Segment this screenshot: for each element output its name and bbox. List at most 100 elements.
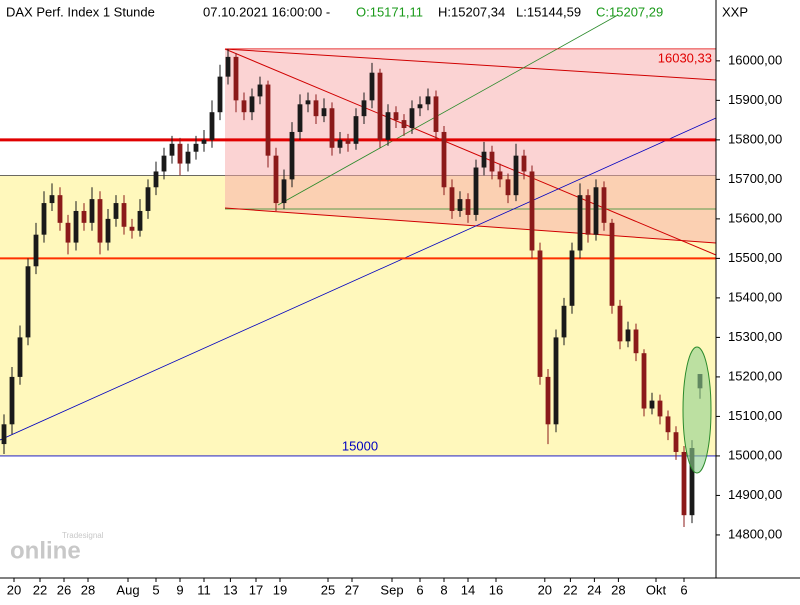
candle-body [537, 250, 543, 377]
candle-body [121, 203, 127, 227]
candle-body [177, 143, 183, 164]
y-tick-label: 16000,00 [728, 52, 782, 67]
candle-body [105, 218, 111, 243]
candle-body [249, 96, 255, 113]
x-tick-label: 16 [489, 582, 503, 597]
y-tick-label: 15800,00 [728, 131, 782, 146]
x-tick-label: 6 [416, 582, 423, 597]
candle-body [553, 337, 559, 425]
candle-body [625, 329, 631, 342]
candle-body [329, 108, 335, 148]
candle-body [545, 376, 551, 425]
candle-body [641, 353, 647, 409]
candle-body [41, 203, 47, 235]
candle-body [89, 199, 95, 223]
y-tick-label: 15100,00 [728, 408, 782, 423]
candle-body [17, 337, 23, 377]
candle-body [9, 376, 15, 425]
candle-body [145, 187, 151, 211]
candle-body [529, 171, 535, 251]
candle-body [1, 424, 7, 445]
candle-body [209, 112, 215, 140]
candle-body [577, 195, 583, 251]
candle-body [665, 416, 671, 433]
x-tick-label: 27 [345, 582, 359, 597]
candle-body [153, 171, 159, 188]
candle-body [65, 222, 71, 243]
candle-body [257, 84, 263, 97]
candle-body [425, 96, 431, 105]
candle-body [489, 151, 495, 172]
y-tick-label: 15400,00 [728, 289, 782, 304]
candle-body [169, 143, 175, 156]
candle-body [433, 96, 439, 132]
channel-zone [225, 49, 716, 243]
candle-body [585, 195, 591, 235]
candle-body [377, 72, 383, 140]
candle-body [633, 329, 639, 354]
candle-body [385, 112, 391, 140]
candle-body [481, 151, 487, 168]
levels: 16030,33 15000 [0, 48, 716, 457]
candle-body [593, 187, 599, 235]
candle-body [401, 120, 407, 129]
candle-body [345, 139, 351, 144]
axes: 14800,00 14900,00 15000,00 15100,00 15200,00… [7, 52, 782, 597]
candle-body [241, 100, 247, 113]
y-tick-label: 15700,00 [728, 171, 782, 186]
candle-body [217, 76, 223, 113]
watermark-vendor: Tradesignal [62, 531, 104, 540]
candle-body [441, 131, 447, 188]
y-tick-label: 14900,00 [728, 487, 782, 502]
trend-line [0, 117, 717, 441]
x-tick-label: 20 [538, 582, 552, 597]
candle-body [25, 266, 31, 338]
y-tick-label: 14800,00 [728, 526, 782, 541]
header-symbol: XXP [722, 4, 748, 19]
candle-body [305, 100, 311, 105]
y-tick-label: 15500,00 [728, 250, 782, 265]
candle-body [561, 305, 567, 338]
x-tick-label: 14 [461, 582, 475, 597]
candle-body [137, 210, 143, 231]
x-tick-label: 22 [33, 582, 47, 597]
candle-body [297, 104, 303, 132]
header-datetime: 07.10.2021 16:00:00 - [203, 4, 330, 19]
candle-body [81, 210, 87, 223]
x-tick-label: 17 [249, 582, 263, 597]
x-tick-label: Aug [116, 582, 139, 597]
x-tick-label: Sep [380, 582, 403, 597]
candle-body [49, 195, 55, 204]
candle-body [193, 143, 199, 152]
candle-body [201, 139, 207, 144]
candle-body [33, 234, 39, 267]
highlight-ellipse [682, 346, 712, 474]
candle-body [185, 151, 191, 164]
y-tick-label: 15300,00 [728, 329, 782, 344]
x-tick-label: 8 [440, 582, 447, 597]
watermark-brand: online [10, 537, 81, 564]
candle-body [321, 108, 327, 117]
channel-bottom [224, 207, 717, 244]
annotation-label: 15000 [342, 438, 378, 453]
diagonal-line [224, 48, 717, 256]
candle-body [369, 72, 375, 101]
candle-body [361, 100, 367, 117]
candle-body [689, 448, 695, 516]
x-tick-label: 13 [223, 582, 237, 597]
candle-body [609, 222, 615, 306]
candle-body [161, 155, 167, 172]
x-tick-label: 24 [587, 582, 601, 597]
candle-body [601, 187, 607, 223]
trend-line [277, 14, 619, 206]
candle-body [513, 155, 519, 196]
candle-body [313, 100, 319, 117]
header-name: DAX Perf. Index 1 Stunde [6, 4, 155, 19]
candle-body [617, 305, 623, 342]
candle-body [505, 179, 511, 196]
candle-body [289, 131, 295, 180]
candle-body [57, 195, 63, 223]
y-tick-label: 15000,00 [728, 447, 782, 462]
